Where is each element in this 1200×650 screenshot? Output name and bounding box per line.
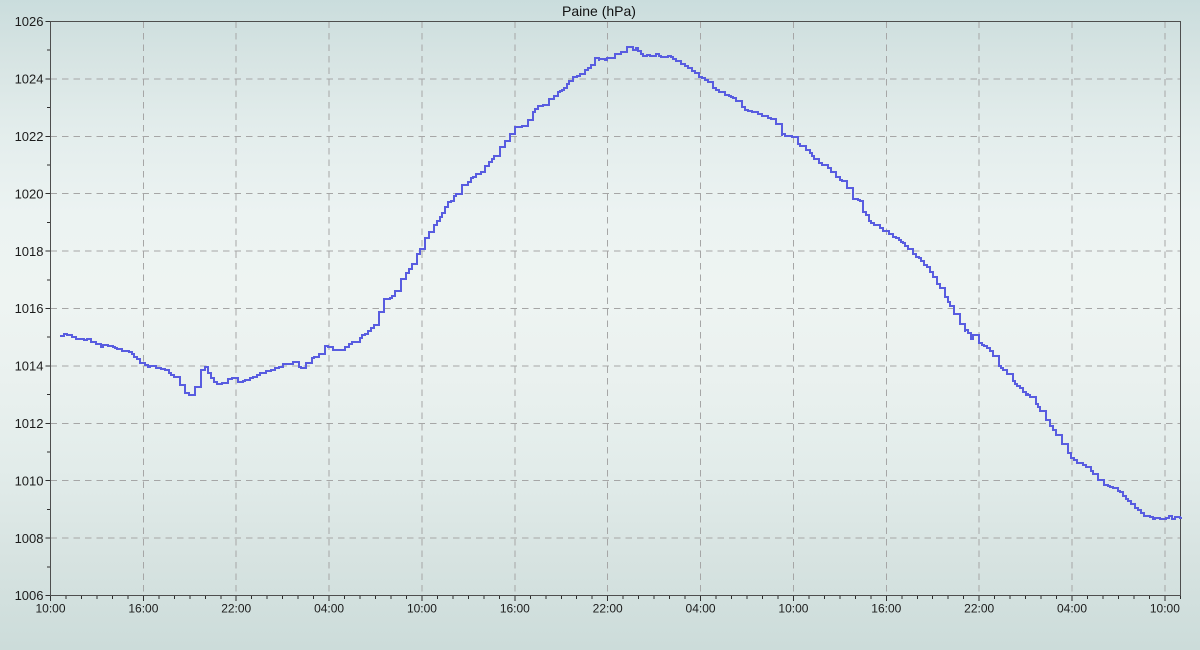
svg-text:1014: 1014 (15, 359, 44, 374)
svg-text:16:00: 16:00 (871, 601, 901, 615)
svg-text:1016: 1016 (15, 301, 44, 316)
svg-text:1020: 1020 (15, 186, 44, 201)
svg-text:1026: 1026 (15, 14, 44, 29)
svg-text:1024: 1024 (15, 72, 44, 87)
svg-text:16:00: 16:00 (500, 601, 530, 615)
svg-text:1008: 1008 (15, 531, 44, 546)
svg-text:1010: 1010 (15, 473, 44, 488)
svg-text:22:00: 22:00 (221, 601, 251, 615)
svg-text:1022: 1022 (15, 129, 44, 144)
svg-text:1018: 1018 (15, 244, 44, 259)
svg-text:04:00: 04:00 (686, 601, 716, 615)
svg-text:04:00: 04:00 (314, 601, 344, 615)
svg-text:22:00: 22:00 (964, 601, 994, 615)
svg-text:10:00: 10:00 (35, 601, 65, 615)
svg-text:22:00: 22:00 (593, 601, 623, 615)
svg-text:10:00: 10:00 (407, 601, 437, 615)
svg-text:1012: 1012 (15, 416, 44, 431)
svg-text:10:00: 10:00 (778, 601, 808, 615)
svg-text:16:00: 16:00 (128, 601, 158, 615)
svg-text:04:00: 04:00 (1057, 601, 1087, 615)
svg-text:1006: 1006 (15, 588, 44, 603)
svg-text:Paine (hPa): Paine (hPa) (562, 3, 636, 19)
svg-text:10:00: 10:00 (1150, 601, 1180, 615)
